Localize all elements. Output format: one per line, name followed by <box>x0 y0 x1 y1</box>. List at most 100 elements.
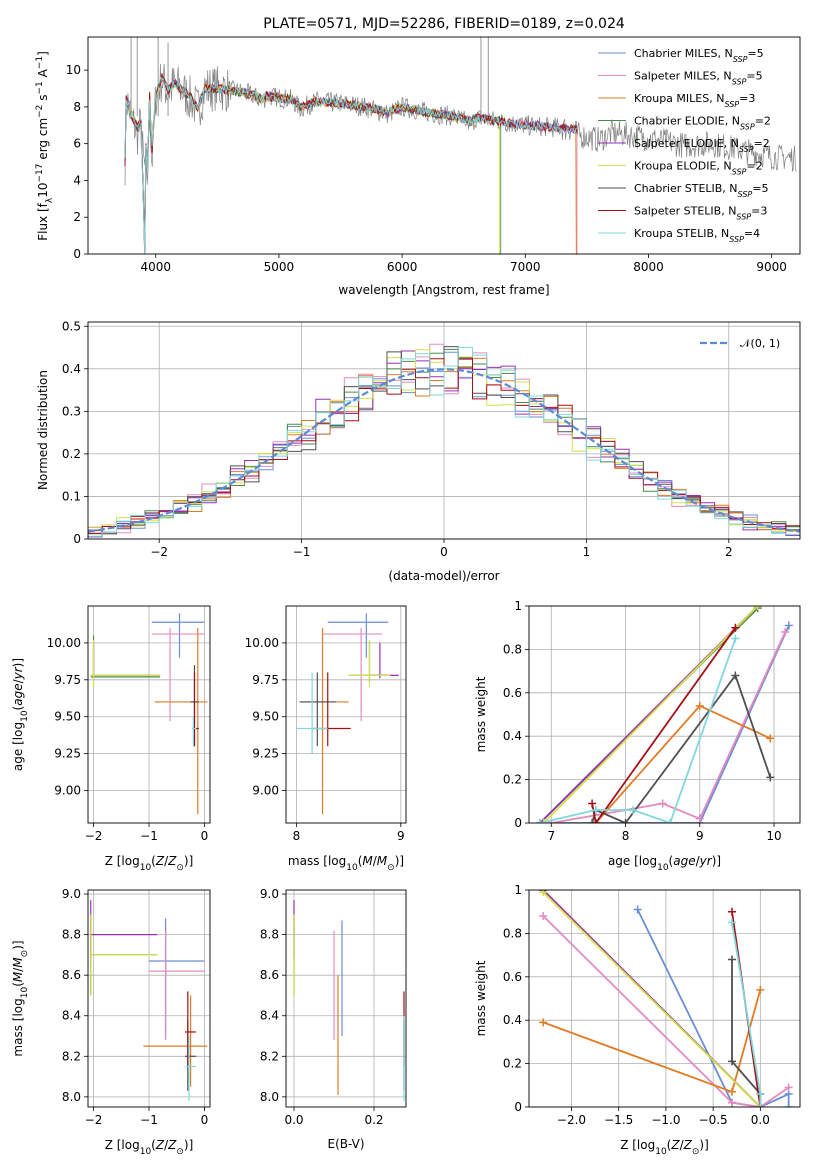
axes-frame <box>285 889 407 1108</box>
y-tick-label: 9.50 <box>252 710 279 724</box>
legend-entry-kroupa-elodie: Kroupa ELODIE, NSSP=2 <box>634 160 763 177</box>
x-axis-label: Z [log10(Z/Z⊙)] <box>105 854 194 873</box>
panel-mass-vs-Z: −2 −1 0 8.0 8.2 8.4 8.6 8.8 9.0 Z [log10(Z/Z⊙)] ma… <box>11 887 211 1157</box>
x-tick-label: −2.0 <box>557 1113 586 1127</box>
y-tick-label: 2 <box>73 210 81 224</box>
y-tick-label: 0.5 <box>62 319 81 333</box>
y-tick-label: 0.6 <box>503 686 522 700</box>
weight-marker-kroupa-miles <box>766 734 775 743</box>
y-tick-label: 9.50 <box>54 710 81 724</box>
y-tick-label: 10.00 <box>47 636 81 650</box>
weight-line-chabrier-stelib <box>591 673 772 823</box>
y-tick-label: 9.75 <box>54 673 81 687</box>
x-tick-label: 9 <box>696 829 704 843</box>
y-tick-label: 0.6 <box>503 970 522 984</box>
y-tick-label: 4 <box>73 173 81 187</box>
axes-frame <box>285 605 407 824</box>
weight-marker-chabrier-stelib <box>728 955 737 964</box>
weight-marker-chabrier-stelib <box>588 819 597 823</box>
figure-title: PLATE=0571, MJD=52286, FIBERID=0189, z=0… <box>263 16 625 32</box>
x-tick-label: 1 <box>583 545 591 559</box>
y-tick-label: 1 <box>514 883 522 897</box>
weight-marker-salpeter-stelib <box>591 819 600 823</box>
legend-entry-salpeter-stelib: Salpeter STELIB, NSSP=3 <box>634 205 767 222</box>
weight-marker-chabrier-stelib <box>621 819 630 823</box>
y-axis-label: Flux [fλ10−17 erg cm−2 s−1 A−1] <box>35 51 55 241</box>
x-axis-label: wavelength [Angstrom, rest frame] <box>338 283 549 297</box>
y-tick-label: 8.4 <box>62 1009 81 1023</box>
model-spectrum-salpeter-stelib <box>124 72 578 251</box>
x-tick-label: 0 <box>201 1113 209 1127</box>
weight-marker-chabrier-miles <box>784 621 793 630</box>
histogram-kroupa-stelib <box>88 346 800 537</box>
x-tick-label: −1.0 <box>651 1113 680 1127</box>
x-tick-label: 8 <box>622 829 630 843</box>
y-tick-label: 0.8 <box>503 926 522 940</box>
weight-line-chabrier-stelib <box>731 959 762 1107</box>
x-tick-label: −2 <box>85 829 103 843</box>
y-axis-label: mass weight <box>474 676 488 752</box>
panel-age-vs-mass: 8 9 9.00 9.25 9.50 9.75 10.00 mass [log10(M/M⊙)… <box>245 605 407 873</box>
weight-marker-kroupa-stelib <box>756 1089 765 1098</box>
panel-mass-vs-EBV: 0.0 0.2 8.0 8.2 8.4 8.6 8.8 9.0 <box>260 887 407 1127</box>
axes-frame <box>87 321 801 540</box>
y-tick-label: 9.25 <box>252 747 279 761</box>
x-tick-label: 0.0 <box>751 1113 770 1127</box>
x-axis-label: mass [log10(M/M⊙)] <box>288 854 404 873</box>
x-tick-label: 8000 <box>633 260 664 274</box>
ebv-axis-label: E(B-V) <box>327 1137 364 1151</box>
y-tick-label: 8.4 <box>260 1009 279 1023</box>
plot-area <box>293 900 405 1101</box>
panel-residuals: −2 −1 0 1 2 0 0.1 0.2 0.3 0.4 0.5 (data-model)/erro… <box>36 319 801 583</box>
x-tick-label: 9 <box>397 829 405 843</box>
x-tick-label: 0 <box>201 829 209 843</box>
weight-marker-salpeter-stelib <box>731 623 740 632</box>
weight-marker-kroupa-elodie <box>753 606 762 610</box>
plot-area <box>539 890 793 1107</box>
weight-marker-salpeter-miles <box>781 628 790 637</box>
y-tick-label: 8.2 <box>62 1049 81 1063</box>
x-tick-label: −2 <box>150 545 168 559</box>
weight-line-salpeter-miles <box>542 915 790 1107</box>
y-tick-label: 1 <box>514 599 522 613</box>
y-tick-label: 6 <box>73 137 81 151</box>
axes-frame <box>87 605 211 824</box>
y-tick-label: 0.1 <box>62 489 81 503</box>
weight-marker-kroupa-stelib <box>591 805 600 814</box>
y-axis-label: age [log10(age/yr)] <box>11 658 30 771</box>
legend-entry-kroupa-stelib: Kroupa STELIB, NSSP=4 <box>634 227 760 244</box>
y-tick-label: 9.75 <box>252 673 279 687</box>
y-tick-label: 8.8 <box>260 928 279 942</box>
legend-entry-chabrier-stelib: Chabrier STELIB, NSSP=5 <box>634 182 768 199</box>
weight-marker-chabrier-stelib <box>728 1057 737 1066</box>
x-tick-label: −1 <box>293 545 311 559</box>
legend-entry-kroupa-miles: Kroupa MILES, NSSP=3 <box>634 92 755 109</box>
y-tick-label: 10 <box>66 63 81 77</box>
x-axis-label: (data-model)/error <box>388 569 499 583</box>
x-tick-label: 0.0 <box>284 1113 303 1127</box>
y-tick-label: 0.8 <box>503 642 522 656</box>
x-tick-label: −1 <box>140 1113 158 1127</box>
panel-mass-weight-vs-age: 7 8 9 10 0 0.2 0.4 0.6 0.8 1 age [log10(age/yr)] ma… <box>474 599 801 873</box>
y-tick-label: 9.00 <box>252 784 279 798</box>
weight-marker-salpeter-miles <box>658 799 667 808</box>
y-axis-label: mass [log10(M/M⊙)] <box>11 940 30 1056</box>
x-tick-label: 0.2 <box>364 1113 383 1127</box>
x-tick-label: −1.5 <box>604 1113 633 1127</box>
y-tick-label: 9.0 <box>260 887 279 901</box>
y-tick-label: 8.0 <box>62 1090 81 1104</box>
weight-marker-chabrier-stelib <box>731 671 740 680</box>
axes-frame <box>87 889 211 1108</box>
weight-line-chabrier-miles <box>551 625 790 823</box>
x-tick-label: 5000 <box>264 260 295 274</box>
x-tick-label: 10 <box>766 829 781 843</box>
plot-area <box>90 613 208 815</box>
y-tick-label: 8.2 <box>260 1049 279 1063</box>
weight-marker-chabrier-miles <box>784 1103 793 1107</box>
panel-spectrum: 4000 5000 6000 7000 8000 9000 0 2 4 6 8 10 wavelengt… <box>35 36 801 297</box>
y-tick-label: 0.4 <box>62 362 81 376</box>
weight-line-chabrier-miles <box>636 909 790 1107</box>
y-axis-label: mass weight <box>474 960 488 1036</box>
x-tick-label: 9000 <box>756 260 787 274</box>
